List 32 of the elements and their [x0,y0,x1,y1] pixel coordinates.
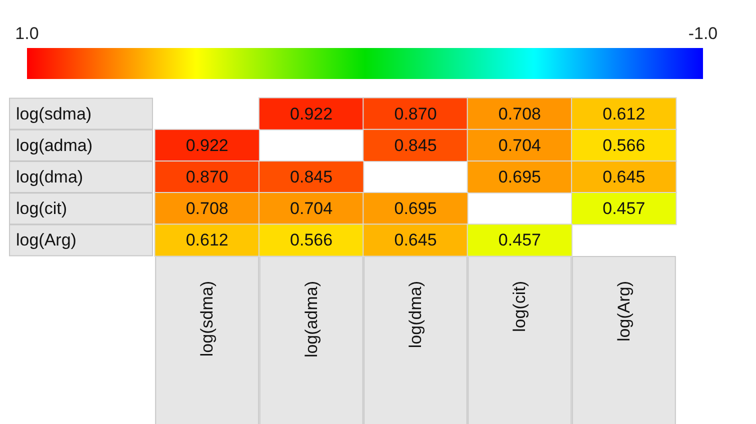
color-bar-label: 1.0 [15,24,39,43]
x-tick-label: log(Arg) [614,281,634,342]
y-tick-label: log(dma) [16,168,84,186]
x-tick-label: log(adma) [302,281,321,358]
data-label: 0.704 [290,199,333,218]
data-label: 0.457 [498,230,541,250]
data-label: 0.612 [602,104,646,124]
data-label: 0.566 [602,136,646,155]
x-tick-label: log(cit) [510,281,530,332]
data-label: 0.708 [186,199,228,218]
y-tick-label: log(adma) [16,136,93,155]
data-label: 0.922 [290,104,333,124]
data-label: 0.870 [186,168,228,186]
y-tick-label: log(cit) [16,199,68,218]
data-label: 0.566 [290,230,333,250]
data-label: 0.845 [394,136,437,155]
data-label: 0.612 [186,230,228,250]
x-tick-label: log(sdma) [198,281,217,357]
data-label: 0.704 [498,136,541,155]
y-tick-label: log(Arg) [16,230,76,250]
color-bar-label: -1.0 [688,24,718,43]
data-label: 0.645 [602,168,646,186]
data-label: 0.695 [498,168,541,186]
x-tick-label: log(dma) [406,281,425,348]
data-label: 0.870 [394,104,437,124]
y-tick-label: log(sdma) [16,104,92,124]
data-label: 0.708 [498,104,541,124]
data-label: 0.645 [394,230,437,250]
data-label: 0.695 [394,199,437,218]
data-label: 0.457 [602,199,646,218]
data-label: 0.922 [186,136,228,155]
data-label: 0.845 [290,168,333,186]
